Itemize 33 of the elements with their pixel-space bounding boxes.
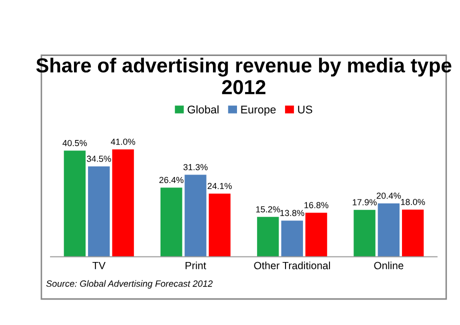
data-label: 20.4% (376, 192, 401, 199)
x-tick-label: Online (374, 262, 404, 270)
data-label: 24.1% (208, 182, 232, 190)
x-tick-label: TV (92, 262, 106, 270)
bar (208, 194, 231, 257)
data-label: 31.3% (183, 164, 208, 170)
data-label: 26.4% (159, 176, 184, 184)
x-tick-label: Print (186, 262, 206, 270)
source-note: Source: Global Advertising Forecast 2012 (46, 280, 213, 289)
data-label: 41.0% (110, 138, 136, 145)
bar (402, 210, 424, 257)
x-tick-label: Other Traditional (254, 262, 330, 270)
data-label: 40.5% (62, 140, 87, 146)
data-label: 17.9% (352, 199, 377, 206)
bar (281, 220, 303, 257)
data-label: 18.0% (401, 198, 425, 206)
data-label: 34.5% (86, 156, 111, 162)
bar (184, 174, 206, 257)
bar (305, 212, 328, 257)
bar (64, 150, 86, 257)
data-label: 15.2% (256, 206, 280, 212)
bar (160, 188, 182, 257)
legend-label: Global (188, 105, 218, 114)
bar (378, 203, 400, 257)
bar (112, 149, 134, 257)
bar (354, 210, 376, 257)
chart-title: Share of advertising revenue by media type 2012 (36, 58, 452, 94)
data-label: 16.8% (304, 202, 328, 208)
legend-label: Europe (241, 106, 276, 116)
bar (257, 216, 279, 257)
legend-label: US (298, 106, 312, 114)
bar (88, 166, 110, 257)
data-label: 13.8% (280, 210, 304, 216)
